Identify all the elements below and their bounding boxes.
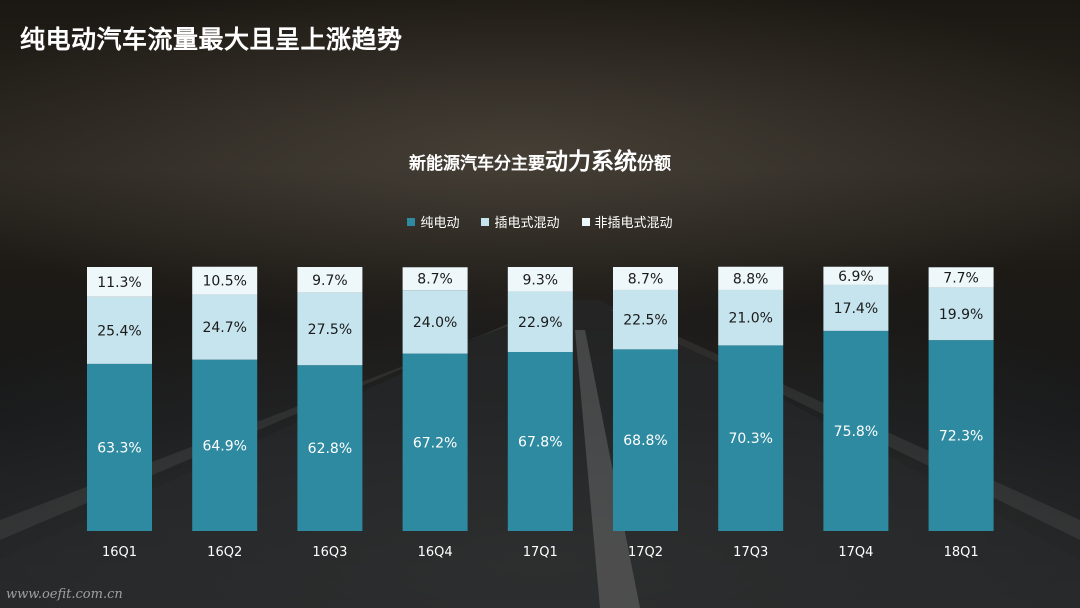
bar-hev-17Q2 bbox=[613, 267, 678, 290]
value-label-bev-18Q1: 72.3% bbox=[939, 429, 983, 445]
x-tick-label-16Q3: 16Q3 bbox=[312, 545, 347, 560]
value-label-phev-17Q3: 21.0% bbox=[728, 311, 772, 327]
bar-phev-16Q4 bbox=[402, 290, 468, 354]
bar-hev-16Q1 bbox=[87, 267, 152, 297]
bar-bev-16Q3 bbox=[297, 365, 363, 531]
legend-item-bev: 纯电动 bbox=[407, 212, 459, 231]
bar-phev-17Q2 bbox=[613, 289, 678, 350]
bar-bev-16Q4 bbox=[402, 353, 468, 531]
bar-hev-16Q3 bbox=[297, 267, 363, 293]
value-label-phev-17Q4: 17.4% bbox=[834, 301, 878, 317]
bar-hev-17Q3 bbox=[718, 266, 784, 290]
x-tick-label-17Q4: 17Q4 bbox=[838, 545, 873, 560]
bar-phev-16Q3 bbox=[297, 292, 363, 366]
bar-phev-16Q2 bbox=[192, 294, 258, 360]
bar-hev-18Q1 bbox=[928, 267, 994, 288]
legend-label-bev: 纯电动 bbox=[420, 216, 460, 231]
x-tick-label-16Q4: 16Q4 bbox=[418, 545, 453, 560]
value-label-bev-16Q1: 63.3% bbox=[97, 440, 141, 456]
chart-title-part-1: 新能源汽车分主要 bbox=[409, 154, 545, 174]
value-label-hev-17Q1: 9.3% bbox=[523, 272, 559, 288]
bar-hev-17Q4 bbox=[823, 266, 889, 285]
chart-title-part-3: 份额 bbox=[637, 154, 671, 174]
chart-title-emphasis: 动力系统 bbox=[545, 149, 637, 175]
bar-bev-17Q2 bbox=[613, 349, 678, 531]
bar-bev-17Q3 bbox=[718, 345, 784, 531]
value-label-phev-16Q3: 27.5% bbox=[308, 322, 352, 338]
value-label-hev-16Q1: 11.3% bbox=[97, 275, 141, 291]
bar-phev-16Q1 bbox=[87, 296, 152, 364]
legend-item-phev: 插电式混动 bbox=[481, 212, 560, 231]
bar-bev-17Q1 bbox=[507, 352, 573, 531]
value-label-hev-17Q3: 8.8% bbox=[733, 271, 769, 287]
value-label-hev-16Q2: 10.5% bbox=[202, 274, 246, 290]
chart-legend: 纯电动 插电式混动 非插电式混动 bbox=[0, 212, 1080, 231]
legend-swatch-bev bbox=[407, 217, 416, 226]
value-label-bev-16Q3: 62.8% bbox=[308, 441, 352, 457]
value-label-hev-17Q4: 6.9% bbox=[838, 269, 874, 285]
x-tick-label-17Q3: 17Q3 bbox=[733, 545, 768, 560]
chart-title: 新能源汽车分主要动力系统份额 bbox=[0, 142, 1080, 176]
value-label-hev-18Q1: 7.7% bbox=[943, 270, 979, 286]
bar-bev-16Q2 bbox=[192, 359, 258, 531]
x-tick-label-17Q2: 17Q2 bbox=[628, 545, 663, 560]
value-label-hev-17Q2: 8.7% bbox=[628, 271, 664, 287]
x-tick-label-18Q1: 18Q1 bbox=[944, 545, 979, 560]
bar-bev-17Q4 bbox=[823, 330, 889, 531]
value-label-bev-17Q1: 67.8% bbox=[518, 435, 562, 451]
value-label-phev-17Q2: 22.5% bbox=[623, 313, 667, 329]
x-tick-label-17Q1: 17Q1 bbox=[523, 545, 558, 560]
value-label-hev-16Q3: 9.7% bbox=[312, 273, 348, 289]
value-label-phev-17Q1: 22.9% bbox=[518, 315, 562, 331]
value-label-phev-18Q1: 19.9% bbox=[939, 307, 983, 323]
bar-phev-17Q3 bbox=[718, 289, 784, 346]
value-label-bev-17Q4: 75.8% bbox=[834, 424, 878, 440]
value-label-hev-16Q4: 8.7% bbox=[417, 272, 453, 288]
value-label-phev-16Q2: 24.7% bbox=[202, 320, 246, 336]
watermark: www.oefit.com.cn bbox=[6, 587, 123, 602]
bar-bev-16Q1 bbox=[87, 363, 152, 531]
bar-phev-18Q1 bbox=[928, 287, 994, 341]
x-tick-label-16Q2: 16Q2 bbox=[207, 545, 242, 560]
legend-label-phev: 插电式混动 bbox=[494, 216, 560, 231]
page-title: 纯电动汽车流量最大且呈上涨趋势 bbox=[20, 25, 403, 54]
value-label-bev-17Q2: 68.8% bbox=[623, 433, 667, 449]
value-label-phev-16Q1: 25.4% bbox=[97, 323, 141, 339]
bar-phev-17Q4 bbox=[823, 284, 889, 331]
legend-swatch-hev bbox=[581, 217, 590, 226]
value-label-bev-16Q2: 64.9% bbox=[202, 438, 246, 454]
legend-label-hev: 非插电式混动 bbox=[594, 216, 673, 231]
bar-hev-17Q1 bbox=[507, 267, 573, 292]
value-label-bev-17Q3: 70.3% bbox=[728, 431, 772, 447]
value-label-phev-16Q4: 24.0% bbox=[413, 315, 457, 331]
value-label-bev-16Q4: 67.2% bbox=[413, 435, 457, 451]
bar-phev-17Q1 bbox=[507, 291, 573, 353]
bar-bev-18Q1 bbox=[928, 340, 994, 531]
x-tick-label-16Q1: 16Q1 bbox=[102, 545, 137, 560]
legend-swatch-phev bbox=[481, 217, 490, 226]
legend-item-hev: 非插电式混动 bbox=[581, 212, 673, 231]
bar-hev-16Q2 bbox=[192, 266, 258, 295]
bar-hev-16Q4 bbox=[402, 267, 468, 291]
